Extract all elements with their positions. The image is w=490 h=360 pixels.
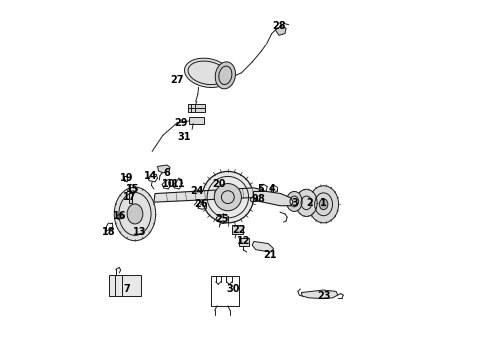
Text: 29: 29	[174, 118, 188, 128]
Text: 10: 10	[161, 179, 175, 189]
Text: 28: 28	[272, 21, 286, 31]
Ellipse shape	[185, 58, 230, 87]
Text: 23: 23	[317, 291, 330, 301]
Polygon shape	[253, 192, 293, 206]
Bar	[239, 238, 249, 246]
Text: 24: 24	[190, 186, 203, 197]
Text: 27: 27	[171, 75, 184, 85]
Polygon shape	[154, 188, 267, 202]
Polygon shape	[301, 290, 338, 298]
Circle shape	[202, 171, 253, 223]
Text: 7: 7	[123, 284, 130, 294]
Text: 26: 26	[195, 199, 208, 209]
Text: 11: 11	[172, 179, 186, 189]
Bar	[109, 275, 141, 296]
Bar	[232, 225, 243, 234]
Text: 5: 5	[258, 184, 265, 194]
Text: 4: 4	[269, 184, 275, 194]
Bar	[128, 193, 132, 203]
Ellipse shape	[114, 187, 156, 241]
Text: 18: 18	[102, 227, 115, 237]
Bar	[188, 104, 205, 112]
Polygon shape	[275, 26, 286, 35]
Circle shape	[214, 184, 242, 211]
Polygon shape	[252, 242, 273, 252]
Text: 22: 22	[232, 225, 245, 235]
Text: 20: 20	[213, 179, 226, 189]
Ellipse shape	[127, 204, 143, 224]
Ellipse shape	[296, 189, 317, 216]
Text: 21: 21	[263, 250, 277, 260]
Text: 14: 14	[144, 171, 157, 181]
Text: 17: 17	[123, 192, 137, 202]
Text: 16: 16	[113, 211, 126, 221]
Text: 2: 2	[306, 198, 313, 208]
Bar	[189, 117, 203, 123]
Text: 1: 1	[320, 198, 327, 208]
Text: 15: 15	[126, 184, 139, 194]
Text: 31: 31	[177, 132, 191, 142]
Bar	[211, 276, 239, 306]
Text: 13: 13	[133, 227, 147, 237]
Text: 12: 12	[237, 236, 250, 246]
Text: 30: 30	[227, 284, 240, 294]
Ellipse shape	[319, 199, 328, 210]
Text: 3: 3	[292, 198, 298, 208]
Ellipse shape	[215, 62, 236, 89]
Text: 25: 25	[215, 214, 228, 224]
Text: 6: 6	[164, 168, 171, 178]
Text: 19: 19	[120, 173, 133, 183]
Text: 9: 9	[252, 194, 258, 203]
Ellipse shape	[309, 186, 339, 223]
Text: 8: 8	[258, 194, 265, 203]
Ellipse shape	[287, 192, 302, 211]
Polygon shape	[157, 165, 170, 173]
